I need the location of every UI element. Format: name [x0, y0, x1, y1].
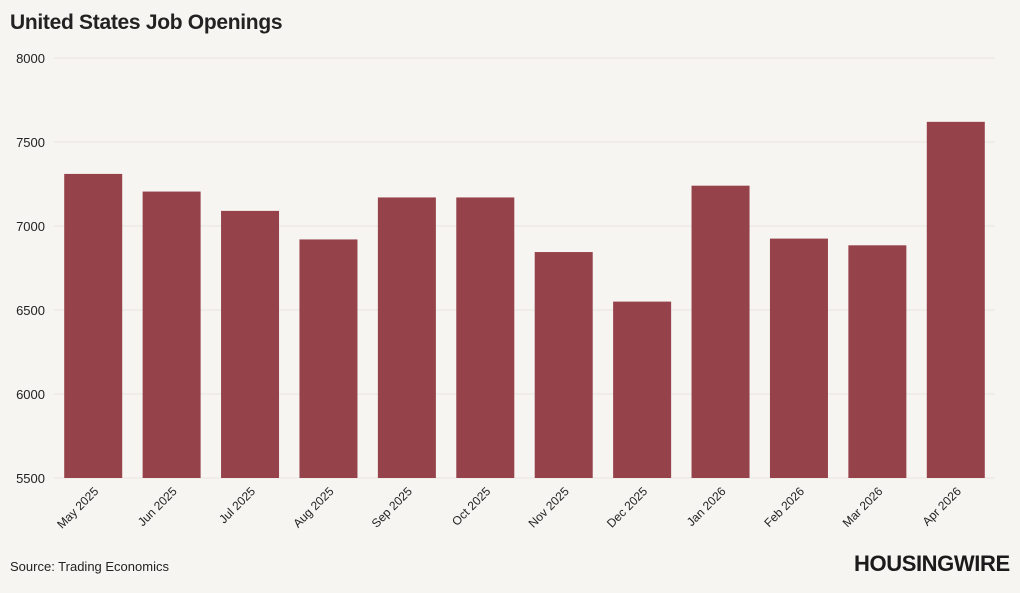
x-axis-labels: May 2025 Jun 2025 Jul 2025 Aug 2025 Sep 2025… — [54, 484, 964, 531]
gridlines — [54, 57, 995, 479]
y-tick-label: 7000 — [16, 219, 45, 234]
bar — [691, 185, 750, 478]
x-tick-label: May 2025 — [54, 484, 101, 531]
bar — [848, 245, 907, 478]
bar — [221, 210, 280, 478]
bar — [534, 252, 593, 478]
bar — [456, 197, 515, 478]
x-tick-label: Jan 2026 — [684, 484, 729, 529]
x-tick-label: Dec 2025 — [604, 484, 650, 530]
y-tick-label: 6000 — [16, 387, 45, 402]
x-tick-label: Oct 2025 — [449, 484, 494, 529]
x-tick-label: Apr 2026 — [920, 484, 965, 529]
bar — [613, 301, 672, 478]
bar — [142, 191, 201, 478]
bar — [926, 121, 985, 478]
x-tick-label: Jun 2025 — [135, 484, 180, 529]
x-tick-label: Mar 2026 — [840, 484, 886, 530]
chart-title: United States Job Openings — [10, 11, 283, 34]
bar — [769, 238, 828, 478]
y-tick-label: 7500 — [16, 135, 45, 150]
y-tick-label: 5500 — [16, 471, 45, 486]
housingwire-logo: HOUSINGWIRE — [854, 551, 1010, 576]
bar — [299, 239, 358, 478]
bars — [64, 121, 985, 479]
bar — [64, 173, 123, 479]
x-tick-label: Jul 2025 — [216, 484, 258, 526]
y-axis-labels: 5500 6000 6500 7000 7500 8000 — [16, 51, 45, 486]
y-tick-label: 6500 — [16, 303, 45, 318]
x-tick-label: Feb 2026 — [761, 484, 807, 530]
x-tick-label: Sep 2025 — [369, 484, 415, 530]
x-tick-label: Aug 2025 — [290, 484, 336, 530]
source-note: Source: Trading Economics — [10, 559, 169, 574]
x-tick-label: Nov 2025 — [526, 484, 572, 530]
bar — [377, 197, 436, 478]
y-tick-label: 8000 — [16, 51, 45, 66]
